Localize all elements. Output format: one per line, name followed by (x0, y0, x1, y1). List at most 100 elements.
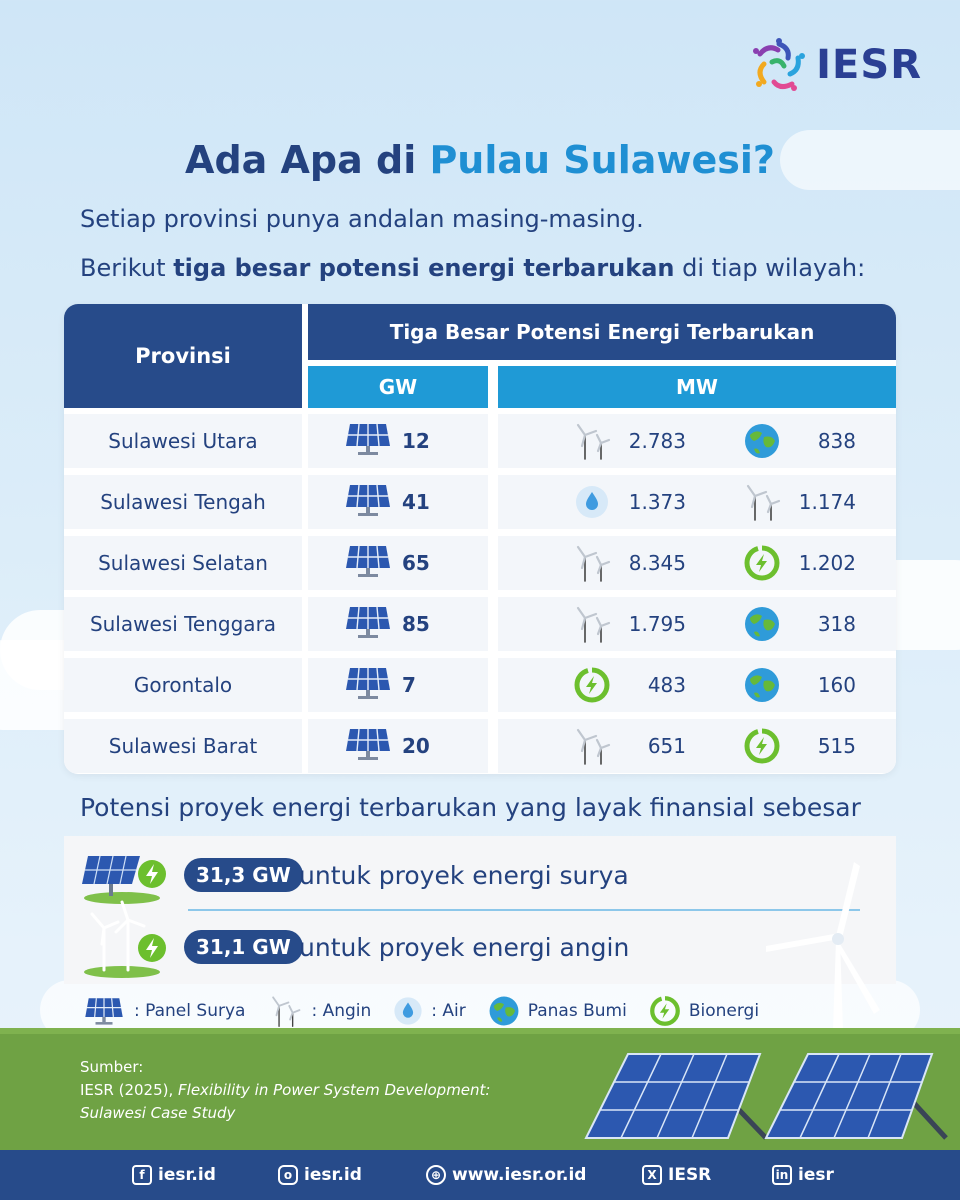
mw-item: 1.202 (742, 536, 856, 590)
mw-value: 1.202 (798, 551, 856, 575)
project-card: 31,3 GW untuk proyek energi surya 31,1 G… (64, 836, 896, 984)
solar-panel-icon (344, 483, 392, 521)
solar-panel-icon (344, 727, 392, 765)
gw-cell: 65 (308, 536, 488, 590)
title-part1: Ada Apa di (185, 138, 430, 182)
legend-label: : Angin (311, 1001, 372, 1021)
gw-cell: 85 (308, 597, 488, 651)
x-icon: X (642, 1165, 662, 1185)
globe-icon: ⊕ (426, 1165, 446, 1185)
title-part2: Pulau Sulawesi? (429, 138, 775, 182)
province-cell: Gorontalo (64, 658, 302, 712)
mw-item: 160 (742, 658, 856, 712)
legend-item: : Angin (265, 991, 371, 1031)
legend-item: : Air (391, 994, 466, 1028)
project-text: untuk proyek energi surya (299, 860, 629, 890)
source-line1: IESR (2025), Flexibility in Power System… (80, 1079, 490, 1102)
subtitle-bold: tiga besar potensi energi terbarukan (173, 254, 675, 282)
gw-value: 65 (402, 551, 430, 575)
table-row: Sulawesi Tengah 41 1.373 1.174 (64, 475, 896, 529)
iesr-logo: IESR (750, 36, 922, 94)
wind-icon (572, 421, 612, 461)
subtitle-pre: Berikut (80, 254, 174, 282)
source-title: Flexibility in Power System Development: (178, 1081, 491, 1099)
header-mw: MW (498, 366, 896, 408)
solar-panel-icon (344, 422, 392, 460)
footer-instagram-text: iesr.id (304, 1165, 362, 1185)
gw-value: 20 (402, 734, 430, 758)
source-line2: Sulawesi Case Study (80, 1102, 490, 1125)
source-subtitle: Sulawesi Case Study (80, 1104, 236, 1122)
footer-linkedin[interactable]: in iesr (772, 1150, 834, 1200)
mw-cell: 8.345 1.202 (498, 536, 896, 590)
footer-x[interactable]: X IESR (642, 1150, 711, 1200)
cloud (780, 130, 960, 190)
project-row: 31,1 GW untuk proyek energi angin (64, 900, 896, 982)
header-main: Tiga Besar Potensi Energi Terbarukan (308, 304, 896, 360)
geothermal-icon (488, 996, 519, 1027)
footer-facebook-text: iesr.id (158, 1165, 216, 1185)
footer-linkedin-text: iesr (798, 1165, 834, 1185)
table-row: Sulawesi Selatan 65 8.345 1.202 (64, 536, 896, 590)
legend-label: Panas Bumi (527, 1001, 627, 1021)
source-label: Sumber: (80, 1058, 144, 1076)
wind-icon (268, 994, 302, 1028)
mw-value: 160 (817, 673, 856, 697)
mw-value: 483 (647, 673, 686, 697)
subtitle-line2: Berikut tiga besar potensi energi terbar… (80, 254, 865, 282)
potential-table: Provinsi Tiga Besar Potensi Energi Terba… (64, 304, 896, 774)
mw-value: 1.795 (628, 612, 686, 636)
bioenergy-icon (742, 543, 782, 583)
water-icon (572, 482, 612, 522)
project-text: untuk proyek energi angin (299, 932, 630, 962)
mw-cell: 1.795 318 (498, 597, 896, 651)
footer-instagram[interactable]: o iesr.id (278, 1150, 362, 1200)
mw-cell: 651 515 (498, 719, 896, 773)
geothermal-icon (742, 604, 782, 644)
province-cell: Sulawesi Tengah (64, 475, 302, 529)
solar-panel-icon (344, 544, 392, 582)
wind-icon (572, 726, 612, 766)
gw-cell: 7 (308, 658, 488, 712)
project-badge: 31,1 GW (184, 930, 303, 964)
linkedin-icon: in (772, 1165, 792, 1185)
project-row: 31,3 GW untuk proyek energi surya (64, 840, 896, 910)
header-province: Provinsi (64, 304, 302, 408)
mw-value: 838 (817, 429, 856, 453)
mw-item: 1.373 (572, 475, 686, 529)
legend-item: Panas Bumi (486, 993, 627, 1029)
instagram-icon: o (278, 1165, 298, 1185)
table-row: Sulawesi Tenggara 85 1.795 318 (64, 597, 896, 651)
mw-value: 651 (647, 734, 686, 758)
project-badge: 31,3 GW (184, 858, 303, 892)
wind-icon (572, 543, 612, 583)
iesr-logo-text: IESR (816, 42, 922, 88)
province-cell: Sulawesi Selatan (64, 536, 302, 590)
solar-panel-icon (84, 997, 125, 1026)
iesr-logo-icon (753, 38, 806, 91)
mw-value: 1.373 (628, 490, 686, 514)
water-icon (394, 997, 423, 1026)
table-row: Gorontalo 7 483 160 (64, 658, 896, 712)
gw-value: 12 (402, 429, 430, 453)
bioenergy-icon (742, 726, 782, 766)
mw-value: 318 (817, 612, 856, 636)
legend-label: Bionergi (688, 1001, 760, 1021)
header-gw: GW (308, 366, 488, 408)
footer-facebook[interactable]: f iesr.id (132, 1150, 216, 1200)
footer-website[interactable]: ⊕ www.iesr.or.id (426, 1150, 586, 1200)
bioenergy-icon (649, 996, 681, 1027)
facebook-icon: f (132, 1165, 152, 1185)
subtitle-post: di tiap wilayah: (674, 254, 866, 282)
gw-cell: 41 (308, 475, 488, 529)
footer-x-text: IESR (668, 1165, 712, 1185)
bioenergy-icon (572, 665, 612, 705)
wind-project-icon (84, 900, 166, 978)
gw-value: 7 (402, 673, 416, 697)
gw-value: 85 (402, 612, 430, 636)
mw-cell: 483 160 (498, 658, 896, 712)
mw-item: 8.345 (572, 536, 686, 590)
mw-cell: 1.373 1.174 (498, 475, 896, 529)
mw-item: 838 (742, 414, 856, 468)
wind-icon (742, 482, 782, 522)
